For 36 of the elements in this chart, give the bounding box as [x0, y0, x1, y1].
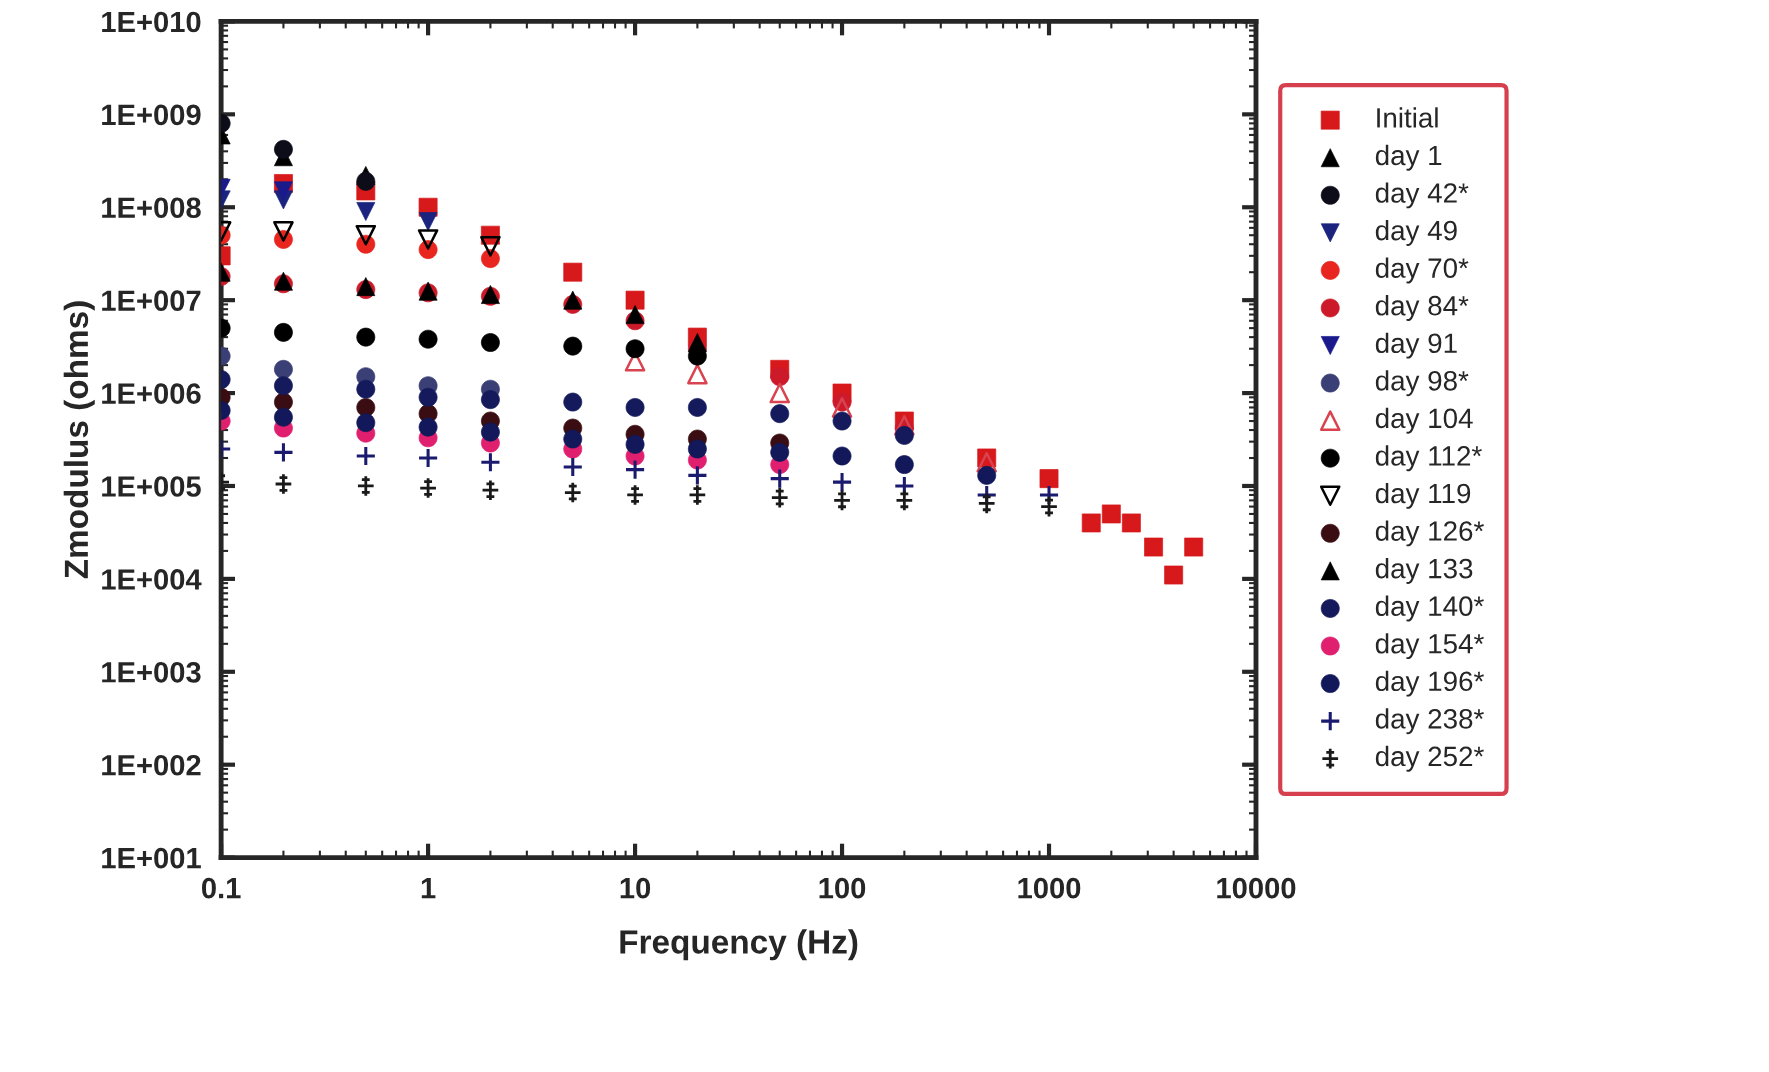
legend-label: day 104	[1375, 407, 1473, 434]
legend-label: day 112*	[1375, 445, 1482, 472]
y-tick-label: 1E+002	[102, 754, 201, 776]
legend-label: day 119	[1375, 482, 1471, 509]
legend-label: day 238*	[1375, 708, 1484, 735]
y-tick-label: 1E+003	[102, 661, 201, 683]
legend-label: day 154*	[1375, 633, 1484, 660]
legend-label: day 126*	[1375, 520, 1484, 547]
legend-label: day 70*	[1375, 257, 1469, 284]
x-tick-label: 0.1	[202, 877, 241, 899]
y-tick-label: 1E+005	[102, 476, 201, 497]
x-tick-label: 10	[620, 877, 651, 899]
y-axis-title: Zmodulus (ohms)	[63, 301, 95, 579]
x-axis-title: Frequency (Hz)	[620, 929, 858, 961]
legend-label: day 252*	[1375, 745, 1484, 772]
legend-label: day 196*	[1375, 670, 1484, 697]
y-tick-label: 1E+007	[102, 290, 201, 312]
legend-label: Initial	[1377, 107, 1438, 128]
x-tick-label: 1000	[1018, 877, 1081, 899]
y-tick-label: 1E+008	[102, 197, 201, 219]
y-tick-label: 1E+006	[102, 383, 201, 404]
legend-label: day 91	[1375, 332, 1457, 359]
y-tick-label: 1E+001	[102, 847, 201, 869]
x-tick-label: 100	[819, 877, 866, 899]
y-tick-label: 1E+009	[102, 104, 201, 126]
x-tick-label: 1	[421, 878, 436, 899]
legend-label: day 84*	[1375, 295, 1469, 321]
y-tick-label: 1E+004	[102, 569, 202, 590]
legend-label: day 42*	[1375, 182, 1469, 209]
y-tick-label: 1E+010	[102, 11, 201, 33]
legend-label: day 133	[1375, 558, 1473, 584]
legend-label: day 49	[1375, 219, 1457, 246]
legend-label: day 140*	[1375, 595, 1484, 622]
legend-label: day 1	[1375, 144, 1442, 171]
legend-label: day 98*	[1375, 370, 1469, 397]
x-tick-label: 10000	[1217, 877, 1296, 899]
